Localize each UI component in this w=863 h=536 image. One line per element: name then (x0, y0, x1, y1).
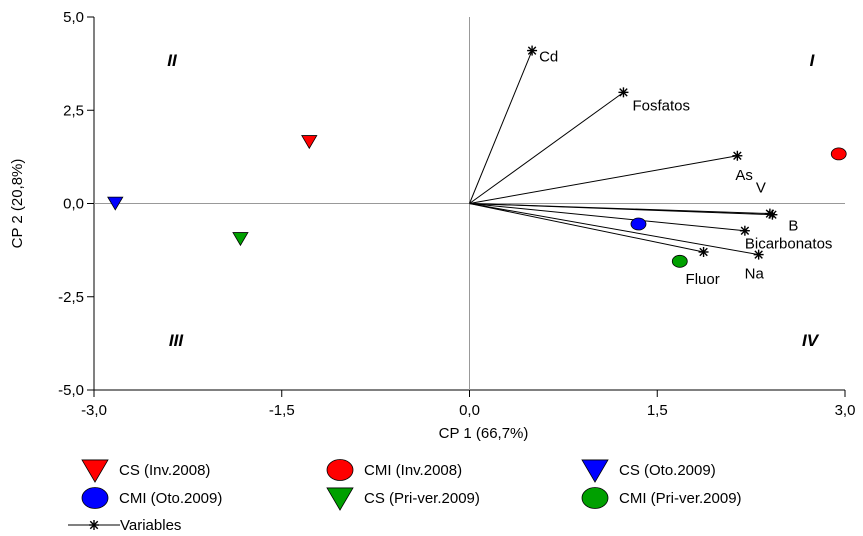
axes: -3,0 -1,5 0,0 1,5 3,0 5,0 2,5 0,0 -2,5 -5,0 (58, 9, 855, 419)
vector-cd (469, 50, 533, 204)
legend-marker-4 (326, 487, 354, 511)
vector-tip-b (767, 209, 778, 220)
vector-bicarbonatos (469, 203, 745, 232)
legend-marker-2 (581, 459, 609, 483)
variable-label-cd: Cd (539, 49, 558, 66)
vector-fluor (469, 203, 704, 253)
quadrant-label-iv: IV (802, 331, 820, 350)
legend-marker-5 (581, 487, 609, 509)
quadrant-label-ii: II (167, 51, 178, 70)
variable-label-as: As (735, 167, 753, 184)
x-tick-label: 3,0 (835, 402, 856, 419)
sample-points (107, 135, 847, 268)
legend-variables-star (89, 520, 99, 530)
sample-point-5 (671, 254, 688, 268)
legend: CS (Inv.2008) CMI (Inv.2008) CS (Oto.2009)… (68, 459, 742, 534)
variable-vectors (469, 45, 778, 260)
x-tick-label: 0,0 (459, 402, 480, 419)
legend-label-5: CMI (Pri-ver.2009) (619, 490, 742, 507)
vector-na (469, 203, 759, 256)
vector-fosfatos (469, 91, 624, 204)
vector-tip-cd (527, 45, 538, 56)
quadrant-label-i: I (810, 51, 816, 70)
vector-tip-fosfatos (618, 87, 629, 98)
y-tick-label: 5,0 (63, 9, 84, 26)
legend-label-0: CS (Inv.2008) (119, 462, 210, 479)
legend-label-1: CMI (Inv.2008) (364, 462, 462, 479)
variable-label-na: Na (745, 266, 765, 283)
variable-label-bicarbonatos: Bicarbonatos (745, 236, 833, 253)
vector-tip-as (732, 150, 743, 161)
y-tick-label: 0,0 (63, 196, 84, 213)
variable-label-b: B (788, 218, 798, 235)
legend-marker-0 (81, 459, 109, 483)
sample-point-1 (830, 147, 847, 161)
y-axis-title: CP 2 (20,8%) (9, 159, 26, 249)
vector-tip-na (753, 249, 764, 260)
legend-label-4: CS (Pri-ver.2009) (364, 490, 480, 507)
legend-marker-3 (81, 487, 109, 509)
sample-point-0 (301, 135, 318, 150)
vector-tip-bicarbonatos (739, 225, 750, 236)
sample-point-3 (630, 217, 647, 231)
y-tick-label: -2,5 (58, 289, 84, 306)
vector-as (469, 155, 738, 204)
legend-marker-1 (326, 459, 354, 481)
variable-label-v: V (756, 180, 766, 197)
variable-label-fosfatos: Fosfatos (632, 97, 690, 114)
legend-label-3: CMI (Oto.2009) (119, 490, 222, 507)
y-tick-label: 2,5 (63, 102, 84, 119)
x-tick-label: -3,0 (81, 402, 107, 419)
sample-point-4 (232, 232, 249, 247)
vector-b (469, 203, 773, 216)
legend-label-2: CS (Oto.2009) (619, 462, 716, 479)
x-tick-label: -1,5 (269, 402, 295, 419)
quadrant-label-iii: III (169, 331, 184, 350)
legend-variables-label: Variables (120, 517, 181, 534)
x-tick-label: 1,5 (647, 402, 668, 419)
y-tick-label: -5,0 (58, 382, 84, 399)
variable-label-fluor: Fluor (686, 271, 720, 288)
x-axis-title: CP 1 (66,7%) (439, 425, 529, 442)
sample-point-2 (107, 196, 124, 211)
vector-tip-fluor (698, 246, 709, 257)
